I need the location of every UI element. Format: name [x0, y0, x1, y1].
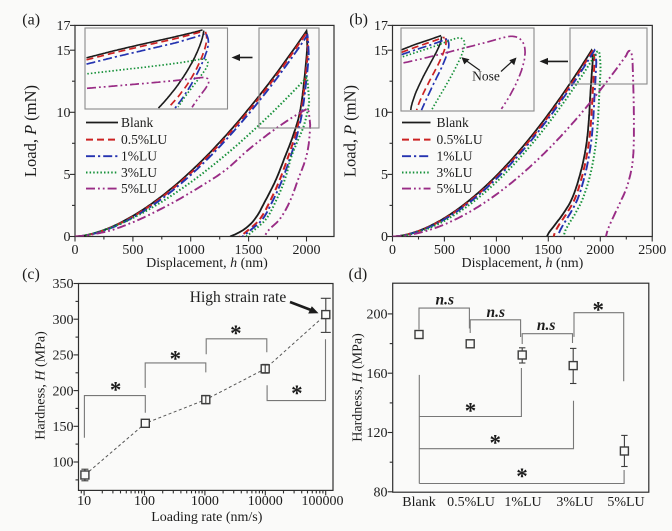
- svg-text:2000: 2000: [586, 243, 614, 258]
- svg-text:(b): (b): [349, 11, 368, 28]
- svg-text:10: 10: [57, 106, 71, 121]
- svg-text:200: 200: [53, 384, 74, 399]
- svg-text:*: *: [516, 464, 528, 489]
- svg-text:Blank: Blank: [121, 115, 153, 130]
- svg-text:1000: 1000: [191, 494, 219, 509]
- svg-text:100: 100: [53, 456, 74, 471]
- svg-text:0.5%LU: 0.5%LU: [447, 495, 495, 510]
- svg-text:500: 500: [122, 243, 143, 258]
- svg-text:0: 0: [64, 230, 71, 245]
- svg-text:5: 5: [64, 168, 71, 183]
- svg-text:n.s: n.s: [537, 317, 556, 334]
- svg-text:1500: 1500: [534, 243, 562, 258]
- svg-text:1000: 1000: [177, 243, 205, 258]
- svg-text:1500: 1500: [235, 243, 263, 258]
- svg-text:*: *: [592, 298, 604, 323]
- svg-text:2500: 2500: [638, 243, 666, 258]
- svg-text:160: 160: [367, 367, 388, 382]
- svg-text:3%LU: 3%LU: [556, 495, 593, 510]
- svg-text:2000: 2000: [293, 243, 321, 258]
- svg-text:Load, P (mN): Load, P (mN): [21, 85, 40, 177]
- svg-text:300: 300: [53, 313, 74, 328]
- svg-text:15: 15: [374, 44, 388, 59]
- svg-text:Blank: Blank: [437, 115, 469, 130]
- svg-text:5: 5: [381, 168, 388, 183]
- svg-text:17: 17: [374, 19, 388, 34]
- svg-text:Loading rate (nm/s): Loading rate (nm/s): [151, 510, 263, 525]
- svg-text:Blank: Blank: [402, 495, 435, 510]
- svg-text:10000: 10000: [248, 494, 283, 509]
- svg-text:(c): (c): [22, 266, 40, 283]
- svg-text:*: *: [465, 399, 477, 424]
- svg-text:5%LU: 5%LU: [121, 181, 157, 196]
- svg-text:n.s: n.s: [487, 304, 506, 321]
- svg-text:Nose: Nose: [472, 69, 500, 84]
- svg-text:80: 80: [374, 486, 388, 501]
- svg-text:500: 500: [434, 243, 455, 258]
- svg-text:Displacement, h (nm): Displacement, h (nm): [146, 256, 268, 271]
- svg-text:5%LU: 5%LU: [437, 181, 473, 196]
- svg-text:17: 17: [57, 19, 71, 34]
- svg-text:*: *: [170, 347, 182, 372]
- svg-text:Load, P (mN): Load, P (mN): [341, 85, 360, 177]
- svg-text:3%LU: 3%LU: [437, 165, 473, 180]
- svg-text:*: *: [110, 378, 122, 403]
- svg-text:0: 0: [381, 230, 388, 245]
- svg-text:High strain rate: High strain rate: [190, 289, 287, 306]
- svg-text:*: *: [291, 381, 303, 406]
- svg-text:1%LU: 1%LU: [437, 149, 473, 164]
- svg-text:120: 120: [367, 426, 388, 441]
- svg-text:3%LU: 3%LU: [121, 165, 157, 180]
- svg-text:150: 150: [53, 420, 74, 435]
- svg-text:*: *: [489, 431, 501, 456]
- svg-text:(d): (d): [349, 266, 368, 283]
- svg-text:5%LU: 5%LU: [607, 495, 644, 510]
- svg-text:*: *: [230, 321, 242, 346]
- svg-text:350: 350: [53, 277, 74, 292]
- svg-text:0: 0: [72, 243, 79, 258]
- svg-text:1%LU: 1%LU: [504, 495, 541, 510]
- svg-text:1%LU: 1%LU: [121, 149, 157, 164]
- svg-text:(a): (a): [22, 11, 40, 28]
- svg-text:Hardness, H (MPa): Hardness, H (MPa): [34, 331, 49, 440]
- svg-text:200: 200: [367, 308, 388, 323]
- svg-text:100: 100: [134, 494, 155, 509]
- svg-text:250: 250: [53, 349, 74, 364]
- svg-text:Displacement, h (nm): Displacement, h (nm): [462, 256, 584, 271]
- svg-text:10: 10: [77, 494, 91, 509]
- svg-text:0.5%LU: 0.5%LU: [121, 132, 167, 147]
- svg-text:0.5%LU: 0.5%LU: [437, 132, 483, 147]
- svg-text:1000: 1000: [482, 243, 510, 258]
- svg-text:Hardness, H (MPa): Hardness, H (MPa): [351, 333, 366, 442]
- svg-text:100000: 100000: [302, 494, 344, 509]
- svg-text:0: 0: [389, 243, 396, 258]
- svg-text:10: 10: [374, 106, 388, 121]
- svg-text:n.s: n.s: [436, 292, 455, 309]
- svg-text:15: 15: [57, 44, 71, 59]
